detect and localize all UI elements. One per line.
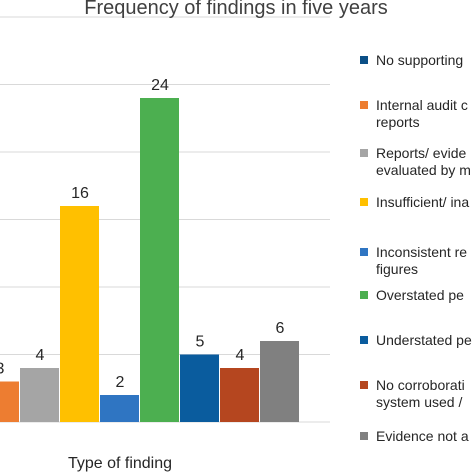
- bar-group: [0, 98, 299, 422]
- bar-understated-pe: [180, 354, 219, 422]
- bar-overstated-pe: [140, 98, 179, 422]
- legend-label-no-supporting: No supporting: [376, 52, 463, 68]
- bar-insufficient-ina: [60, 206, 99, 422]
- bar-internal-audit-c-reports: [0, 381, 19, 422]
- legend-swatch-inconsistent-re-figures: [360, 248, 368, 256]
- bar-evidence-not-a: [260, 341, 299, 422]
- chart-title: Frequency of findings in five years: [84, 0, 388, 19]
- legend-label-insufficient-ina: Insufficient/ ina: [376, 194, 469, 210]
- data-label-understated-pe: 5: [196, 334, 205, 351]
- legend-label-evidence-not-a: Evidence not a: [376, 428, 469, 444]
- data-label-evidence-not-a: 6: [276, 320, 285, 337]
- legend-swatch-internal-audit-c-reports: [360, 101, 368, 109]
- bar-reports-evide-evaluated-by-m: [20, 368, 59, 422]
- bar-inconsistent-re-figures: [100, 395, 139, 422]
- data-label-group: 3 4 16 2 24 5 4 6: [0, 77, 285, 391]
- bar-no-corroborati-system-used: [220, 368, 259, 422]
- legend-swatch-understated-pe: [360, 336, 368, 344]
- data-label-inconsistent-re-figures: 2: [116, 374, 125, 391]
- legend-label-inconsistent-re-figures: Inconsistent re: [376, 244, 467, 260]
- x-axis-label: Type of finding: [68, 455, 172, 472]
- data-label-no-corroborati-system-used: 4: [236, 347, 245, 364]
- legend-label-internal-audit-c-reports: reports: [376, 114, 420, 130]
- legend-swatch-no-corroborati-system-used: [360, 381, 368, 389]
- legend-swatch-no-supporting: [360, 56, 368, 64]
- legend-swatch-reports-evide-evaluated-by-m: [360, 149, 368, 157]
- data-label-internal-audit-c-reports: 3: [0, 361, 5, 378]
- legend-label-overstated-pe: Overstated pe: [376, 287, 464, 303]
- legend-label-internal-audit-c-reports: Internal audit c: [376, 97, 468, 113]
- legend-swatch-insufficient-ina: [360, 198, 368, 206]
- data-label-reports-evide-evaluated-by-m: 4: [36, 347, 45, 364]
- legend-swatch-overstated-pe: [360, 291, 368, 299]
- legend-label-inconsistent-re-figures: figures: [376, 261, 418, 277]
- legend-label-no-corroborati-system-used: system used /: [376, 394, 462, 410]
- data-label-insufficient-ina: 16: [71, 185, 89, 202]
- legend-label-reports-evide-evaluated-by-m: evaluated by m: [376, 162, 471, 178]
- legend-label-no-corroborati-system-used: No corroborati: [376, 377, 465, 393]
- legend-label-understated-pe: Understated pe: [376, 332, 472, 348]
- legend-swatch-evidence-not-a: [360, 432, 368, 440]
- legend-label-reports-evide-evaluated-by-m: Reports/ evide: [376, 145, 466, 161]
- data-label-overstated-pe: 24: [151, 77, 169, 94]
